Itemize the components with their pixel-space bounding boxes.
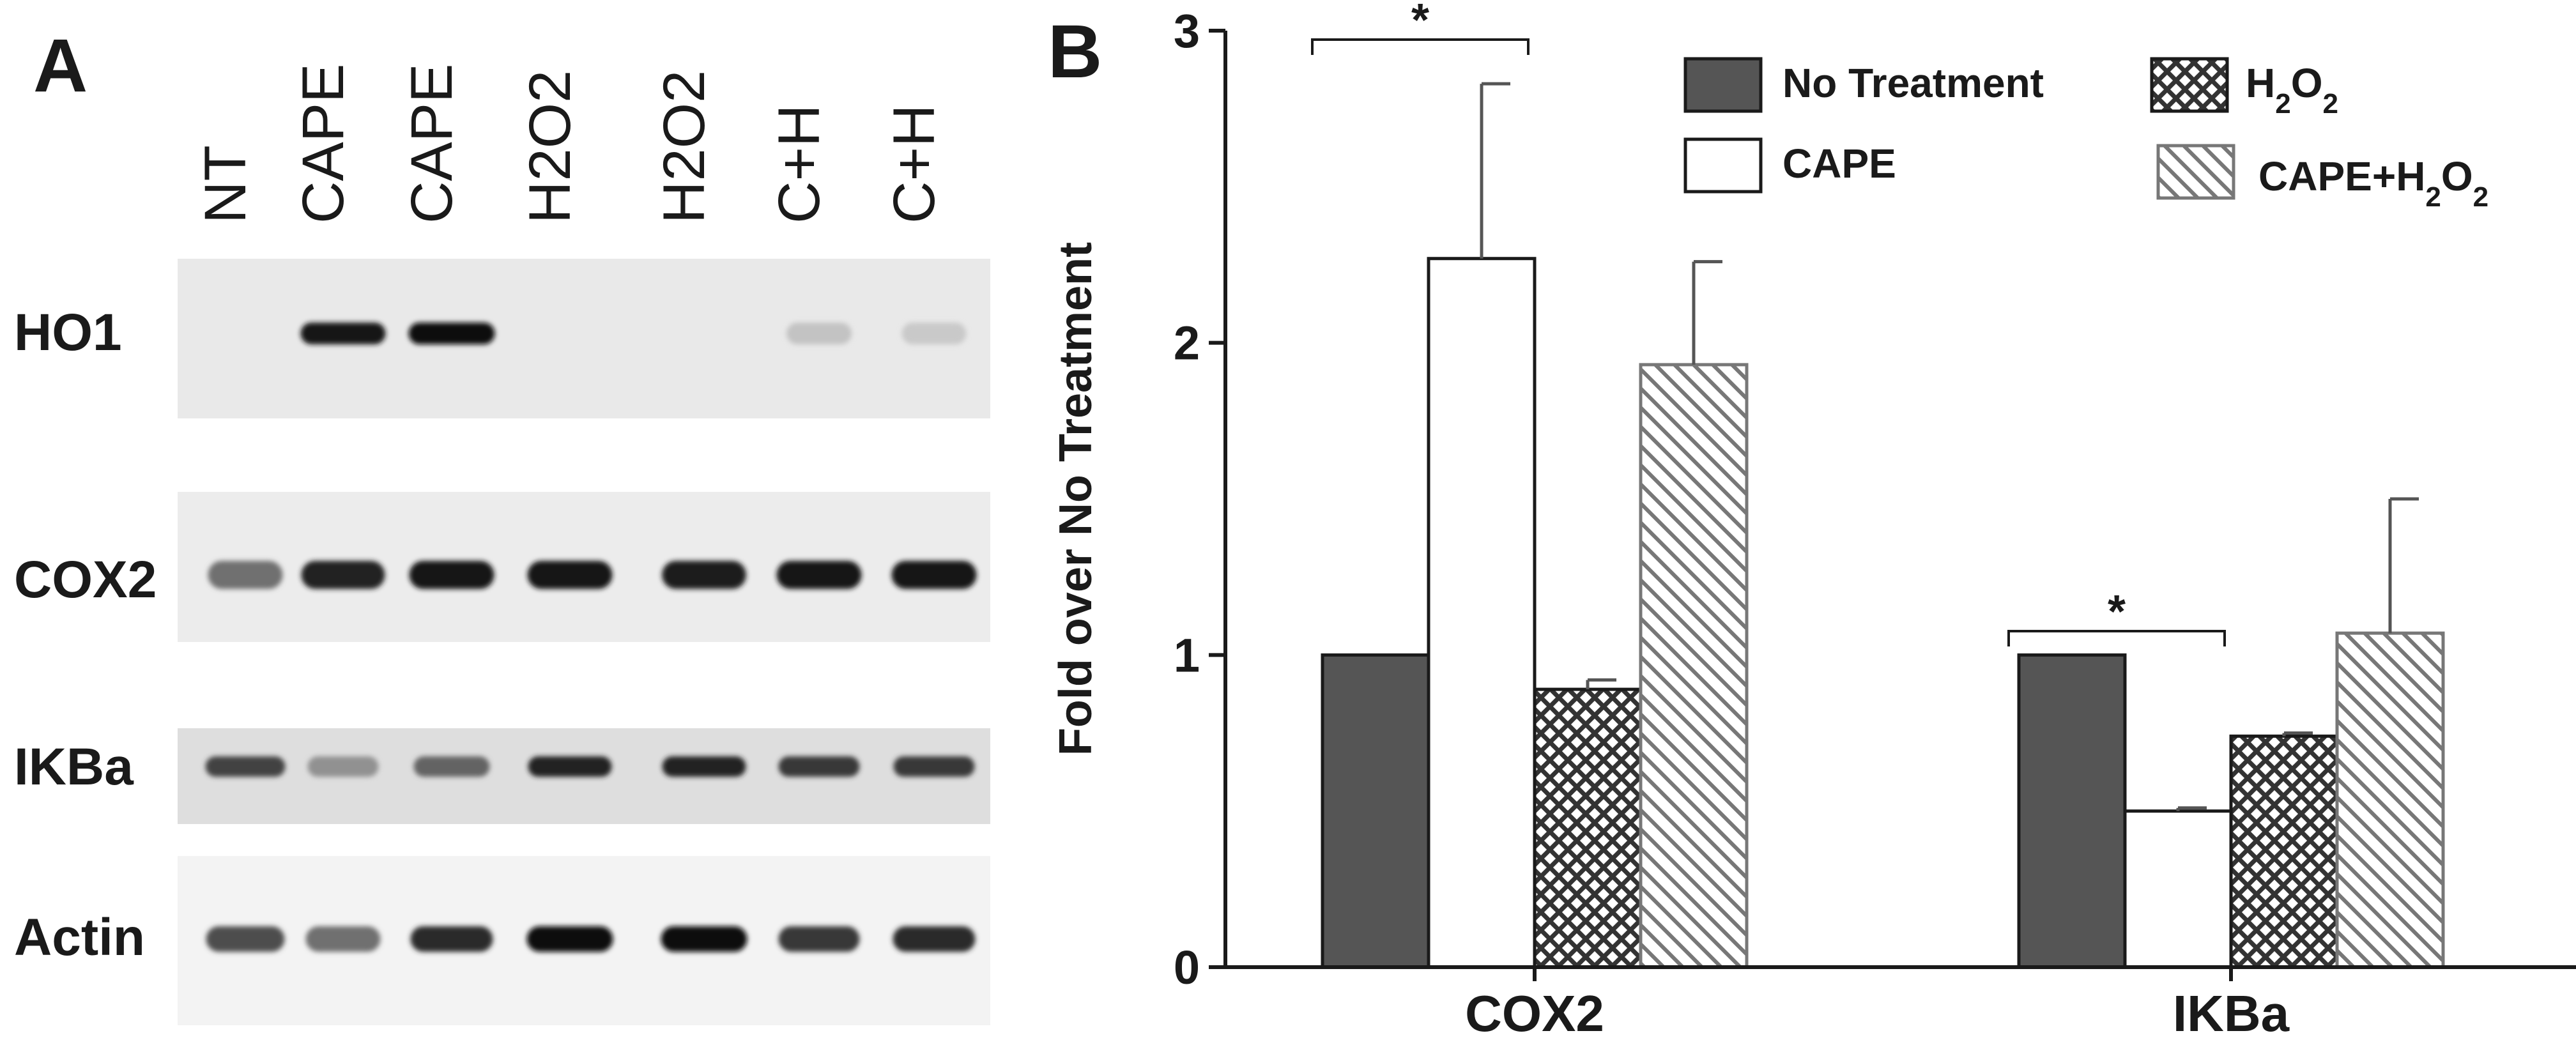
blot-band <box>776 561 862 589</box>
blot-band <box>778 926 860 952</box>
legend-label: CAPE <box>1782 141 1896 187</box>
blot-membrane <box>178 259 990 418</box>
blot-band <box>301 561 385 589</box>
bar <box>2229 734 2339 969</box>
legend-swatch <box>1683 57 1763 113</box>
legend-label-part: O <box>2291 60 2323 106</box>
legend-label-part: CAPE+H <box>2258 153 2425 199</box>
lane-label: H2O2 <box>518 70 583 224</box>
western-blot-panel: NT CAPE CAPE H2O2 H2O2 C+H C+H HO1 COX2 IKBa Acti… <box>14 63 990 1025</box>
significance-marker: * <box>2108 586 2126 638</box>
y-tick-label: 2 <box>1174 317 1200 370</box>
blot-row-label: HO1 <box>14 303 122 362</box>
lane-label: CAPE <box>399 63 464 224</box>
blot-band <box>205 756 286 777</box>
blot-band <box>307 756 379 777</box>
panel-b-letter: B <box>1048 10 1103 94</box>
blot-band <box>206 926 285 952</box>
blot-row-label: IKBa <box>14 738 134 796</box>
lane-label: C+H <box>882 104 947 224</box>
bar <box>1533 687 1643 969</box>
blot-band <box>891 561 977 589</box>
lane-label: CAPE <box>291 63 356 224</box>
blot-band <box>778 756 860 777</box>
lane-label: H2O2 <box>652 70 717 224</box>
legend-label-part: 2 <box>2425 181 2441 213</box>
bar <box>1321 653 1430 969</box>
blot-band <box>661 926 747 952</box>
bar <box>2123 809 2233 969</box>
significance-bracket <box>1311 38 1529 55</box>
lane-label: NT <box>193 145 258 224</box>
legend-label-part: O <box>2441 153 2473 199</box>
bar <box>1639 363 1749 969</box>
blot-band <box>662 756 746 777</box>
panel-a-letter: A <box>33 24 88 108</box>
significance-marker: * <box>1411 0 1429 46</box>
blot-band <box>409 561 494 589</box>
blot-band <box>893 926 976 952</box>
legend-label-part: 2 <box>2322 88 2338 119</box>
blot-band <box>528 756 612 777</box>
blot-band <box>893 756 975 777</box>
blot-band <box>410 926 493 952</box>
blot-band <box>786 323 852 344</box>
y-tick-label: 3 <box>1174 4 1200 57</box>
blot-band <box>300 323 386 344</box>
legend-swatch <box>1683 137 1763 194</box>
bar <box>2335 631 2445 969</box>
x-category-label: IKBa <box>2173 985 2290 1042</box>
blot-band <box>526 926 613 952</box>
significance-bracket <box>2007 630 2226 646</box>
blot-band <box>413 756 490 777</box>
blot-band <box>662 561 746 589</box>
legend-label-part: 2 <box>2473 181 2488 213</box>
legend-label: No Treatment <box>1782 60 2044 106</box>
y-axis-title: Fold over No Treatment <box>1050 242 1101 756</box>
blot-band <box>408 323 495 344</box>
legend-label-part: H <box>2246 60 2275 106</box>
legend-label: CAPE+H2O2 <box>2258 153 2488 213</box>
blot-band <box>901 323 967 344</box>
blot-row-label: Actin <box>14 908 145 967</box>
blot-band <box>527 561 613 589</box>
y-tick-label: 1 <box>1174 629 1200 682</box>
bar <box>1427 257 1537 969</box>
blot-row-label: COX2 <box>14 551 157 609</box>
x-category-label: COX2 <box>1465 985 1604 1042</box>
legend-label: H2O2 <box>2246 60 2338 119</box>
y-tick-label: 0 <box>1174 941 1200 994</box>
blot-band <box>305 926 381 952</box>
lane-label: C+H <box>767 104 832 224</box>
bar <box>2017 653 2127 969</box>
legend-swatch <box>2150 57 2229 113</box>
blot-band <box>208 561 283 589</box>
legend-swatch <box>2156 144 2235 200</box>
legend-label-part: 2 <box>2275 88 2290 119</box>
